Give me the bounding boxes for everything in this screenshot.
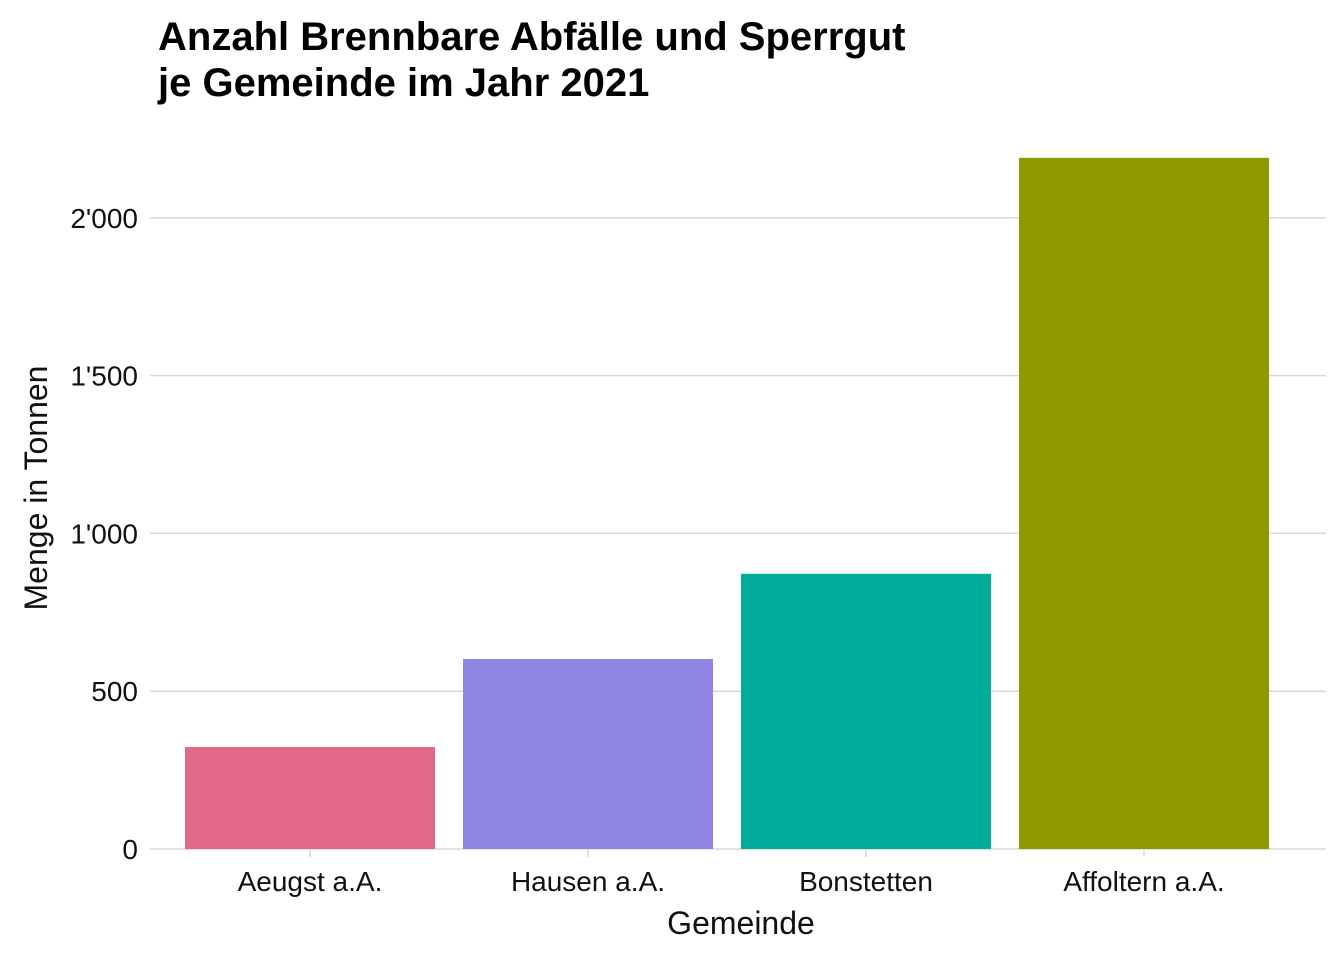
x-tick-label: Hausen a.A. — [511, 866, 665, 897]
chart-title-line-2: je Gemeinde im Jahr 2021 — [157, 61, 649, 105]
y-axis-tick-labels: 0 500 1'000 1'500 2'000 — [70, 203, 138, 865]
bar-affoltern-a-a — [1019, 157, 1269, 849]
y-tick-label: 2'000 — [70, 203, 138, 234]
x-tick-label: Aeugst a.A. — [238, 866, 383, 897]
chart-title-line-1: Anzahl Brennbare Abfälle und Sperrgut — [158, 15, 905, 59]
y-tick-label: 500 — [91, 676, 138, 707]
x-tick-label: Bonstetten — [799, 866, 933, 897]
bar-hausen-a-a — [463, 659, 713, 849]
x-axis-title: Gemeinde — [667, 905, 815, 941]
x-axis-ticks: Aeugst a.A. Hausen a.A. Bonstetten Affolter… — [238, 849, 1225, 897]
chart-title: Anzahl Brennbare Abfälle und Sperrgut je… — [157, 15, 905, 105]
bar-aeugst-a-a — [185, 747, 435, 849]
y-tick-label: 1'000 — [70, 518, 138, 549]
bar-bonstetten — [741, 573, 991, 849]
x-tick-label: Affoltern a.A. — [1063, 866, 1224, 897]
y-axis-title: Menge in Tonnen — [18, 366, 54, 611]
y-tick-label: 1'500 — [70, 361, 138, 392]
bars — [185, 157, 1269, 849]
y-tick-label: 0 — [122, 834, 138, 865]
